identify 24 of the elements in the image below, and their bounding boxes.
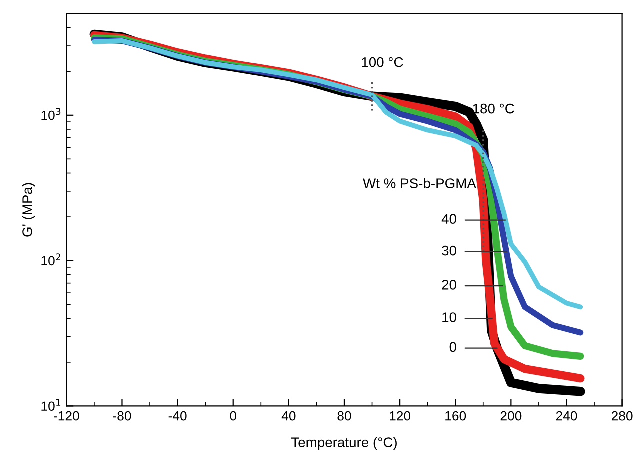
legend-title: Wt % PS-b-PGMA — [363, 178, 476, 188]
x-tick-label: 280 — [612, 411, 633, 421]
y-tick-label: 10$^{2}$ — [42, 254, 60, 266]
x-tick-label: 40 — [282, 411, 296, 421]
annotation: 20 — [442, 280, 456, 290]
annotation: 40 — [442, 214, 456, 224]
annotation: 0 — [450, 342, 456, 352]
x-tick-label: 0 — [230, 411, 237, 421]
x-tick-label: 160 — [446, 411, 466, 421]
y-tick-label: 10$^{1}$ — [42, 399, 61, 412]
x-tick-label: 120 — [390, 411, 411, 421]
x-tick-label: 80 — [338, 411, 352, 421]
x-tick-label: -80 — [113, 411, 132, 421]
x-tick-label: -40 — [168, 411, 187, 421]
annotation: 10 — [442, 312, 456, 322]
x-tick-label: 240 — [556, 411, 578, 421]
y-tick-label: 10$^{3}$ — [42, 108, 61, 120]
x-tick-label: -120 — [54, 411, 80, 421]
x-axis-title: Temperature (°C) — [291, 437, 397, 450]
ref-line-label: 180 °C — [473, 104, 514, 114]
ref-line-label: 100 °C — [362, 57, 404, 68]
x-tick-label: 200 — [500, 411, 522, 421]
annotation: 30 — [442, 246, 456, 256]
y-axis-title: G' (MPa) — [22, 183, 36, 237]
